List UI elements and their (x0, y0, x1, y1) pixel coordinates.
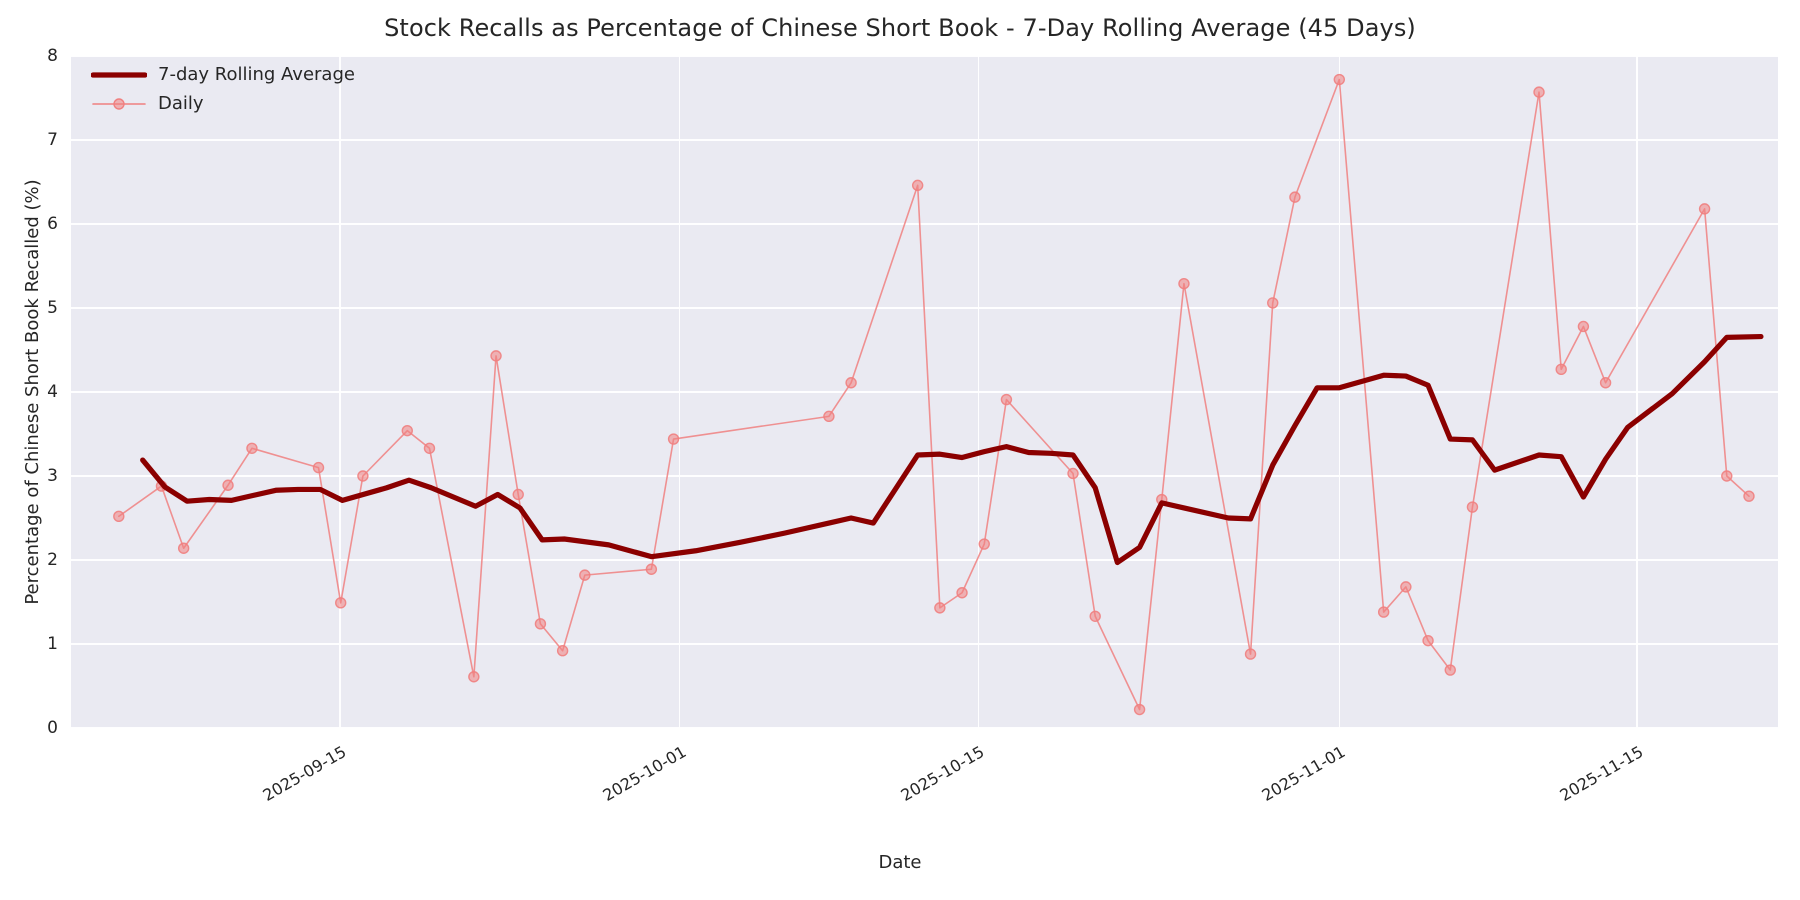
data-point-marker (1698, 203, 1711, 215)
x-tick-label: 2025-11-15 (1556, 742, 1647, 805)
chart-title: Stock Recalls as Percentage of Chinese S… (384, 14, 1416, 42)
series-line-7-day-rolling-average (140, 333, 1764, 566)
gridline-horizontal (71, 56, 1778, 57)
y-tick-label: 1 (47, 634, 58, 654)
gridline-horizontal (71, 475, 1778, 477)
data-point-marker (1400, 581, 1412, 593)
data-point-marker (1444, 664, 1456, 676)
data-point-marker (312, 461, 325, 474)
y-tick-label: 7 (47, 130, 58, 150)
gridline-vertical (1636, 56, 1638, 728)
y-tick-label: 3 (47, 466, 58, 486)
legend-swatch (91, 66, 147, 84)
data-point-marker (1178, 277, 1190, 290)
y-tick-label: 6 (47, 214, 58, 234)
data-point-marker (1289, 191, 1301, 203)
data-point-marker (956, 587, 968, 599)
data-point-marker (1721, 470, 1733, 482)
legend-item-7-day-rolling-average[interactable]: 7-day Rolling Average (91, 66, 355, 84)
data-point-marker (246, 442, 258, 454)
y-tick-label: 5 (47, 298, 58, 318)
data-point-marker (1244, 648, 1257, 660)
plot-area (71, 56, 1778, 728)
data-point-marker (512, 488, 524, 501)
data-point-marker (335, 597, 347, 609)
data-point-marker (1333, 73, 1346, 86)
gridline-vertical (339, 56, 341, 728)
data-point-marker (401, 424, 413, 437)
x-tick-label: 2025-10-01 (599, 742, 690, 805)
data-point-marker (177, 542, 190, 554)
x-tick-label: 2025-11-01 (1258, 742, 1349, 805)
chart-legend: 7-day Rolling Average Daily (85, 62, 361, 117)
gridline-horizontal (71, 559, 1778, 561)
data-point-marker (1599, 377, 1612, 389)
data-point-marker (357, 470, 369, 482)
gridline-horizontal (71, 391, 1778, 393)
data-point-marker (845, 377, 857, 389)
legend-label: Daily (158, 93, 204, 114)
gridline-horizontal (71, 727, 1778, 728)
data-point-marker (579, 569, 591, 581)
data-point-marker (911, 179, 924, 192)
data-point-marker (113, 510, 125, 523)
data-point-marker (423, 442, 436, 454)
data-point-marker (978, 538, 990, 550)
data-point-marker (1267, 297, 1279, 309)
data-point-marker (556, 645, 569, 657)
data-point-marker (1000, 393, 1013, 406)
gridline-vertical (977, 56, 979, 728)
gridline-horizontal (71, 139, 1778, 141)
gridline-vertical (1338, 56, 1340, 728)
data-point-marker (645, 563, 658, 575)
data-point-marker (490, 350, 502, 362)
data-point-marker (1133, 703, 1146, 716)
data-point-marker (222, 479, 234, 491)
data-point-marker (1067, 467, 1079, 480)
legend-swatch (91, 95, 147, 113)
y-tick-label: 2 (47, 550, 58, 570)
data-point-marker (1743, 490, 1755, 502)
x-tick-label: 2025-09-15 (259, 742, 350, 805)
data-point-marker (1466, 501, 1479, 513)
x-tick-label: 2025-10-15 (897, 742, 988, 805)
data-point-marker (534, 618, 547, 630)
series-layer (113, 73, 1764, 716)
legend-item-daily[interactable]: Daily (91, 95, 355, 113)
data-point-marker (1577, 320, 1590, 333)
y-tick-label: 4 (47, 382, 58, 402)
data-point-marker (667, 433, 680, 445)
data-point-marker (1089, 610, 1101, 622)
data-point-marker (1533, 86, 1545, 98)
x-axis-label: Date (878, 852, 922, 873)
data-point-marker (1555, 363, 1567, 376)
data-point-marker (1377, 606, 1390, 618)
gridline-horizontal (71, 223, 1778, 225)
legend-label: 7-day Rolling Average (158, 64, 355, 85)
data-point-marker (823, 410, 835, 423)
data-point-marker (468, 671, 480, 683)
gridline-horizontal (71, 643, 1778, 645)
y-tick-label: 8 (47, 46, 58, 66)
data-point-marker (934, 602, 946, 614)
y-tick-label: 0 (47, 718, 58, 738)
data-point-marker (1422, 634, 1434, 647)
series-line-daily (117, 78, 1750, 711)
gridline-vertical (678, 56, 681, 728)
